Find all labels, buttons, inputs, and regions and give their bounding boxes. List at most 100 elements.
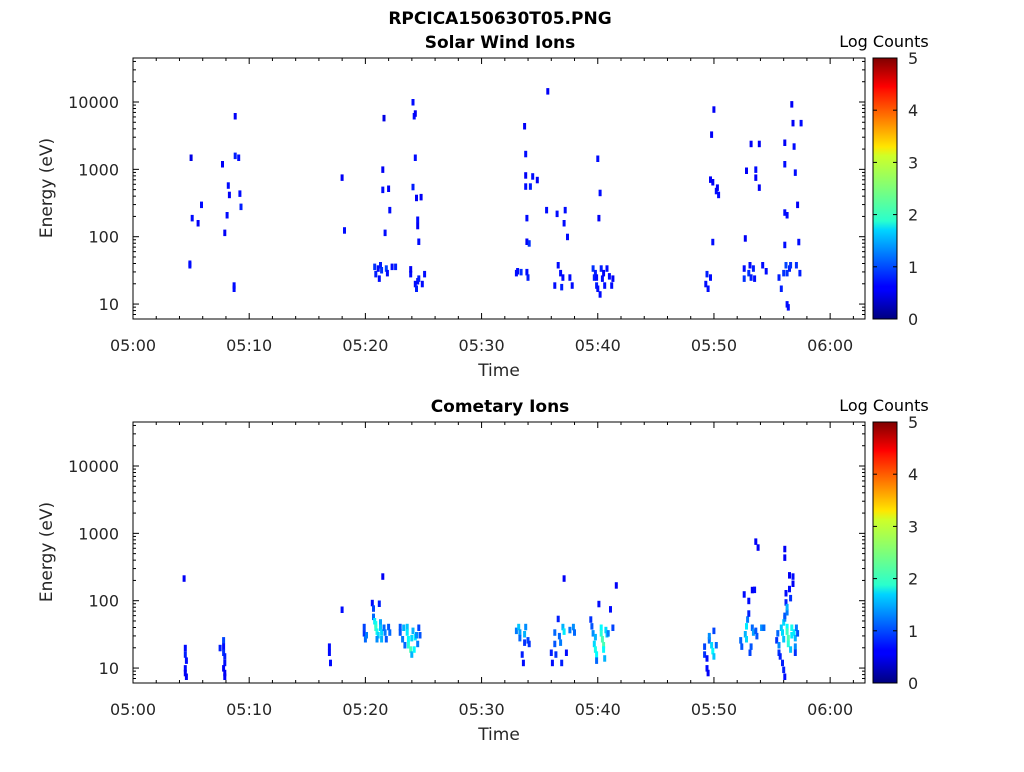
heatmap-cell [714,187,718,195]
heatmap-cell [715,184,719,191]
x-tick-label: 06:00 [807,700,853,719]
heatmap-cell [182,575,186,582]
heatmap-cell [413,154,417,161]
heatmap-cell [592,274,596,281]
heatmap-cell [223,659,227,667]
heatmap-cell [783,139,787,146]
colorbar-tick-label: 2 [908,570,918,589]
heatmap-cell [514,627,518,635]
heatmap-cell [411,99,415,106]
x-tick-label: 05:50 [691,336,737,355]
heatmap-cell [783,673,787,680]
heatmap-cell [559,269,563,277]
heatmap-cell [754,166,758,173]
colorbar-label-cometary: Log Counts [839,396,929,415]
heatmap-cell [789,262,793,269]
heatmap-cell [785,623,789,631]
colorbar-ticks-solar-wind: 0 1 2 3 4 5 [873,49,918,329]
heatmap-cell [748,649,752,656]
x-tick-label: 05:30 [459,336,505,355]
heatmap-cell [416,640,420,648]
x-tick-label: 05:50 [691,700,737,719]
heatmap-cell [742,275,746,282]
heatmap-cell [785,603,789,611]
heatmap-cell [519,268,523,276]
heatmap-cell [523,639,527,646]
heatmap-cell [223,653,227,660]
heatmap-cell [707,637,711,644]
axes-cometary: 05:00 05:10 05:20 05:30 05:40 05:50 06:00 10 100… [68,422,865,719]
heatmap-cell [377,275,381,282]
heatmap-cell [781,629,784,636]
heatmap-cell [406,642,410,649]
heatmap-cell [376,265,380,272]
heatmap-cell [518,634,522,642]
heatmap-cell [564,649,568,656]
heatmap-cell [756,544,760,551]
heatmap-cell [329,659,332,667]
plot-frame-solar-wind [132,57,866,320]
heatmap-cell [188,262,192,269]
heatmap-cell [183,665,187,672]
heatmap-cell [762,624,766,631]
y-tick-label: 100 [88,592,119,611]
heatmap-cell [402,624,406,631]
heatmap-cell [184,657,188,664]
heatmap-cell [183,669,187,677]
heatmap-cell [557,632,561,640]
heatmap-cell [783,241,787,249]
heatmap-cell [798,269,802,277]
heatmap-cell [797,238,801,246]
heatmap-cell [560,659,564,667]
heatmap-cell [526,274,530,281]
heatmap-cell [556,262,560,269]
heatmap-cell [748,262,752,269]
heatmap-cell [595,651,599,658]
heatmap-cell [761,262,765,269]
heatmap-cell [571,623,575,631]
heatmap-cell [782,269,786,277]
heatmap-cell [385,269,389,277]
x-tick-label: 05:40 [575,336,621,355]
heatmap-cell [604,626,608,634]
heatmap-cell [794,624,798,631]
heatmap-cell [783,554,787,561]
heatmap-cell [561,623,565,631]
heatmap-cell [553,640,557,648]
heatmap-cell [184,673,188,680]
heatmap-cell [793,634,797,642]
heatmap-cell [754,538,758,545]
heatmap-cell [379,262,382,269]
panel-cometary: Cometary Ions 05:00 05:10 05:20 05:30 05:40 0… [37,396,929,745]
heatmap-cell [523,123,527,130]
y-tick-label: 10000 [68,93,119,112]
heatmap-cell [753,275,757,282]
colorbar-tick-label: 5 [908,413,918,432]
heatmap-cell [415,285,418,292]
heatmap-cell [562,628,566,635]
heatmap-cell [593,633,597,641]
heatmap-cell [743,631,747,638]
heatmap-cell [709,274,712,281]
heatmap-cell [401,636,405,643]
heatmap-cell [226,182,230,189]
heatmap-cell [418,632,422,639]
heatmap-cell [416,222,420,230]
heatmap-cell [784,599,788,606]
heatmap-cell [712,106,716,113]
heatmap-cell [546,88,550,95]
heatmap-cell [609,606,612,613]
heatmap-cell [785,269,789,277]
heatmap-cell [409,266,413,273]
x-tick-label: 05:00 [110,700,156,719]
heatmap-cell [591,265,595,272]
y-tick-label: 10 [99,659,119,678]
heatmap-cell [782,636,786,643]
heatmap-cell [792,143,796,150]
heatmap-cell [521,659,525,667]
heatmap-cell [556,615,560,623]
heatmap-cell [549,649,553,656]
heatmap-cell [783,545,787,553]
heatmap-cell [374,624,378,631]
